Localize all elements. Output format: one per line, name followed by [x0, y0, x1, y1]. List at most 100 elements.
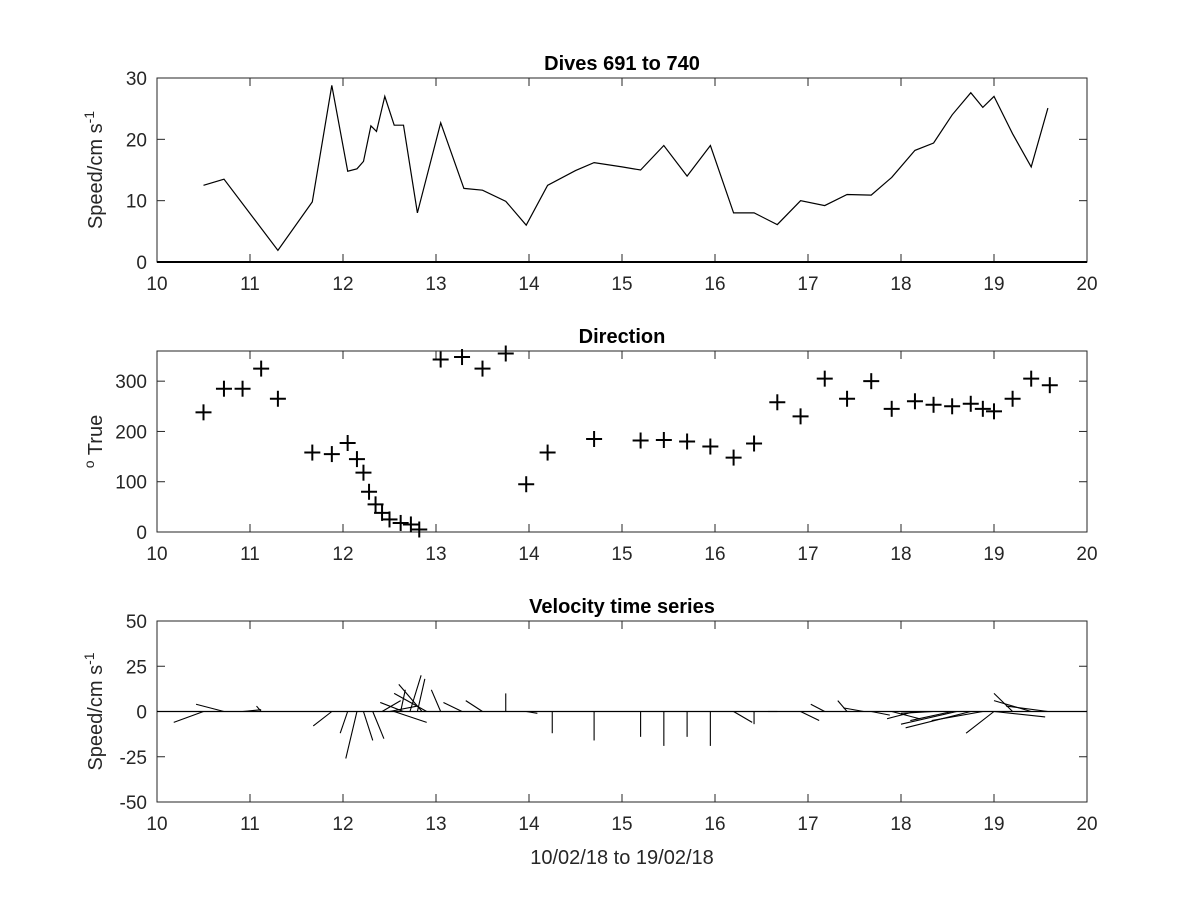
x-tick-label: 14 — [518, 544, 540, 565]
y-tick-label: 50 — [126, 612, 147, 633]
data-point-marker — [304, 444, 321, 461]
velocity-vector — [910, 710, 953, 722]
x-tick-label: 18 — [890, 274, 911, 295]
velocity-vector — [871, 710, 890, 716]
x-tick-label: 19 — [983, 544, 1004, 565]
data-point-marker — [925, 396, 942, 413]
velocity-vector — [173, 710, 204, 723]
data-point-marker — [725, 449, 742, 466]
data-point-marker — [367, 496, 384, 513]
data-point-marker — [497, 345, 514, 362]
x-tick-label: 19 — [983, 274, 1004, 295]
velocity-vector — [256, 705, 262, 712]
data-point-marker — [863, 373, 880, 390]
data-point-marker — [355, 464, 372, 481]
y-axis-label-text: Speed/cm s — [85, 123, 107, 229]
velocity-vector — [372, 711, 385, 739]
data-point-marker — [1041, 377, 1058, 394]
velocity-vector — [810, 703, 825, 712]
velocity-vector — [430, 689, 442, 712]
velocity-vector — [800, 711, 820, 722]
x-tick-label: 17 — [797, 274, 818, 295]
y-axis-label-text: True — [85, 415, 107, 455]
velocity-vector — [380, 701, 404, 713]
x-tick-label: 14 — [518, 814, 540, 835]
x-axis-label: 10/02/18 to 19/02/18 — [530, 847, 714, 869]
velocity-vector — [900, 710, 957, 725]
data-point-marker — [792, 408, 809, 425]
x-tick-label: 16 — [704, 814, 725, 835]
x-tick-label: 20 — [1076, 544, 1097, 565]
data-point-marker — [702, 438, 719, 455]
y-tick-label: -25 — [120, 748, 147, 769]
y-axis-label: o True — [81, 415, 107, 468]
velocity-vector — [362, 711, 374, 741]
velocity-vector — [381, 700, 401, 712]
data-point-marker — [944, 398, 961, 415]
velocity-vector — [393, 710, 427, 723]
x-tick-label: 15 — [611, 814, 632, 835]
velocity-vector — [416, 678, 426, 712]
x-tick-label: 11 — [240, 274, 260, 295]
velocity-vector — [345, 711, 358, 759]
velocity-vector — [733, 711, 753, 723]
data-point-marker — [339, 435, 356, 452]
chart-title: Velocity time series — [529, 596, 715, 618]
chart-title: Direction — [579, 326, 666, 348]
data-point-marker — [432, 351, 449, 368]
x-tick-label: 17 — [797, 544, 818, 565]
y-axis-label-superscript: o — [81, 460, 97, 468]
velocity-vector — [339, 711, 349, 734]
data-point-marker — [323, 446, 340, 463]
velocity-vector — [393, 692, 427, 712]
data-point-marker — [679, 433, 696, 450]
chart-title: Dives 691 to 740 — [544, 53, 700, 75]
axes-frame — [156, 77, 1088, 263]
data-point-marker — [1023, 370, 1040, 387]
velocity-vector — [900, 710, 934, 714]
x-tick-label: 18 — [890, 814, 911, 835]
x-tick-label: 11 — [240, 814, 260, 835]
data-point-marker — [474, 360, 491, 377]
velocity-vector — [389, 705, 418, 713]
x-tick-label: 13 — [425, 274, 446, 295]
y-axis-label: Speed/cm s-1 — [81, 111, 107, 229]
velocity-vector — [843, 707, 864, 713]
data-point-marker — [986, 403, 1002, 420]
x-tick-label: 10 — [146, 814, 167, 835]
y-axis-label-text: Speed/cm s — [85, 665, 107, 771]
panel-velocity: Velocity time series 10 11 12 13 14 15 16 17 18 19… — [81, 596, 1098, 869]
data-point-marker — [883, 400, 900, 417]
data-point-marker — [454, 349, 471, 366]
y-tick-label: 100 — [115, 473, 147, 494]
velocity-vector — [526, 710, 538, 714]
data-point-marker — [518, 476, 535, 493]
x-tick-label: 19 — [983, 814, 1004, 835]
data-point-marker — [655, 431, 672, 448]
x-tick-label: 13 — [425, 814, 446, 835]
data-point-marker — [769, 394, 786, 411]
data-point-marker — [586, 430, 603, 447]
y-tick-label: 0 — [136, 523, 147, 544]
data-point-marker — [632, 432, 649, 449]
data-point-marker — [195, 404, 212, 421]
y-tick-label: 0 — [136, 703, 147, 724]
velocity-vector — [409, 675, 422, 712]
y-tick-label: 300 — [115, 372, 147, 393]
velocity-vector — [465, 700, 483, 712]
x-tick-label: 11 — [240, 544, 260, 565]
velocity-vector — [242, 709, 262, 713]
x-tick-label: 16 — [704, 274, 725, 295]
x-tick-label: 15 — [611, 274, 632, 295]
y-tick-label: 25 — [126, 657, 147, 678]
velocity-vector — [993, 700, 1032, 713]
data-point-marker — [974, 400, 991, 417]
x-tick-label: 20 — [1076, 274, 1097, 295]
data-point-marker — [234, 380, 251, 397]
x-tick-label: 17 — [797, 814, 818, 835]
data-point-marker — [402, 516, 419, 533]
x-tick-label: 13 — [425, 544, 446, 565]
velocity-vector — [993, 693, 1013, 712]
